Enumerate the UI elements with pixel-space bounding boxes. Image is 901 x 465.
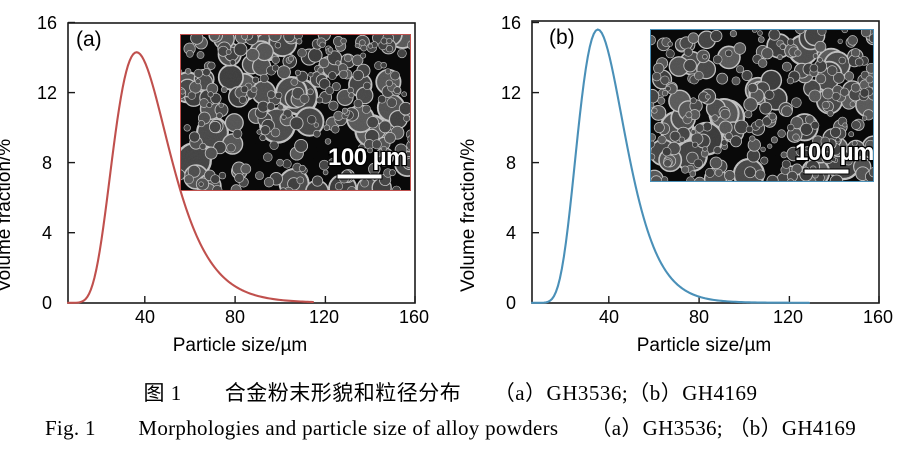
svg-text:100 µm: 100 µm: [795, 139, 873, 166]
svg-text:100 µm: 100 µm: [328, 144, 407, 171]
